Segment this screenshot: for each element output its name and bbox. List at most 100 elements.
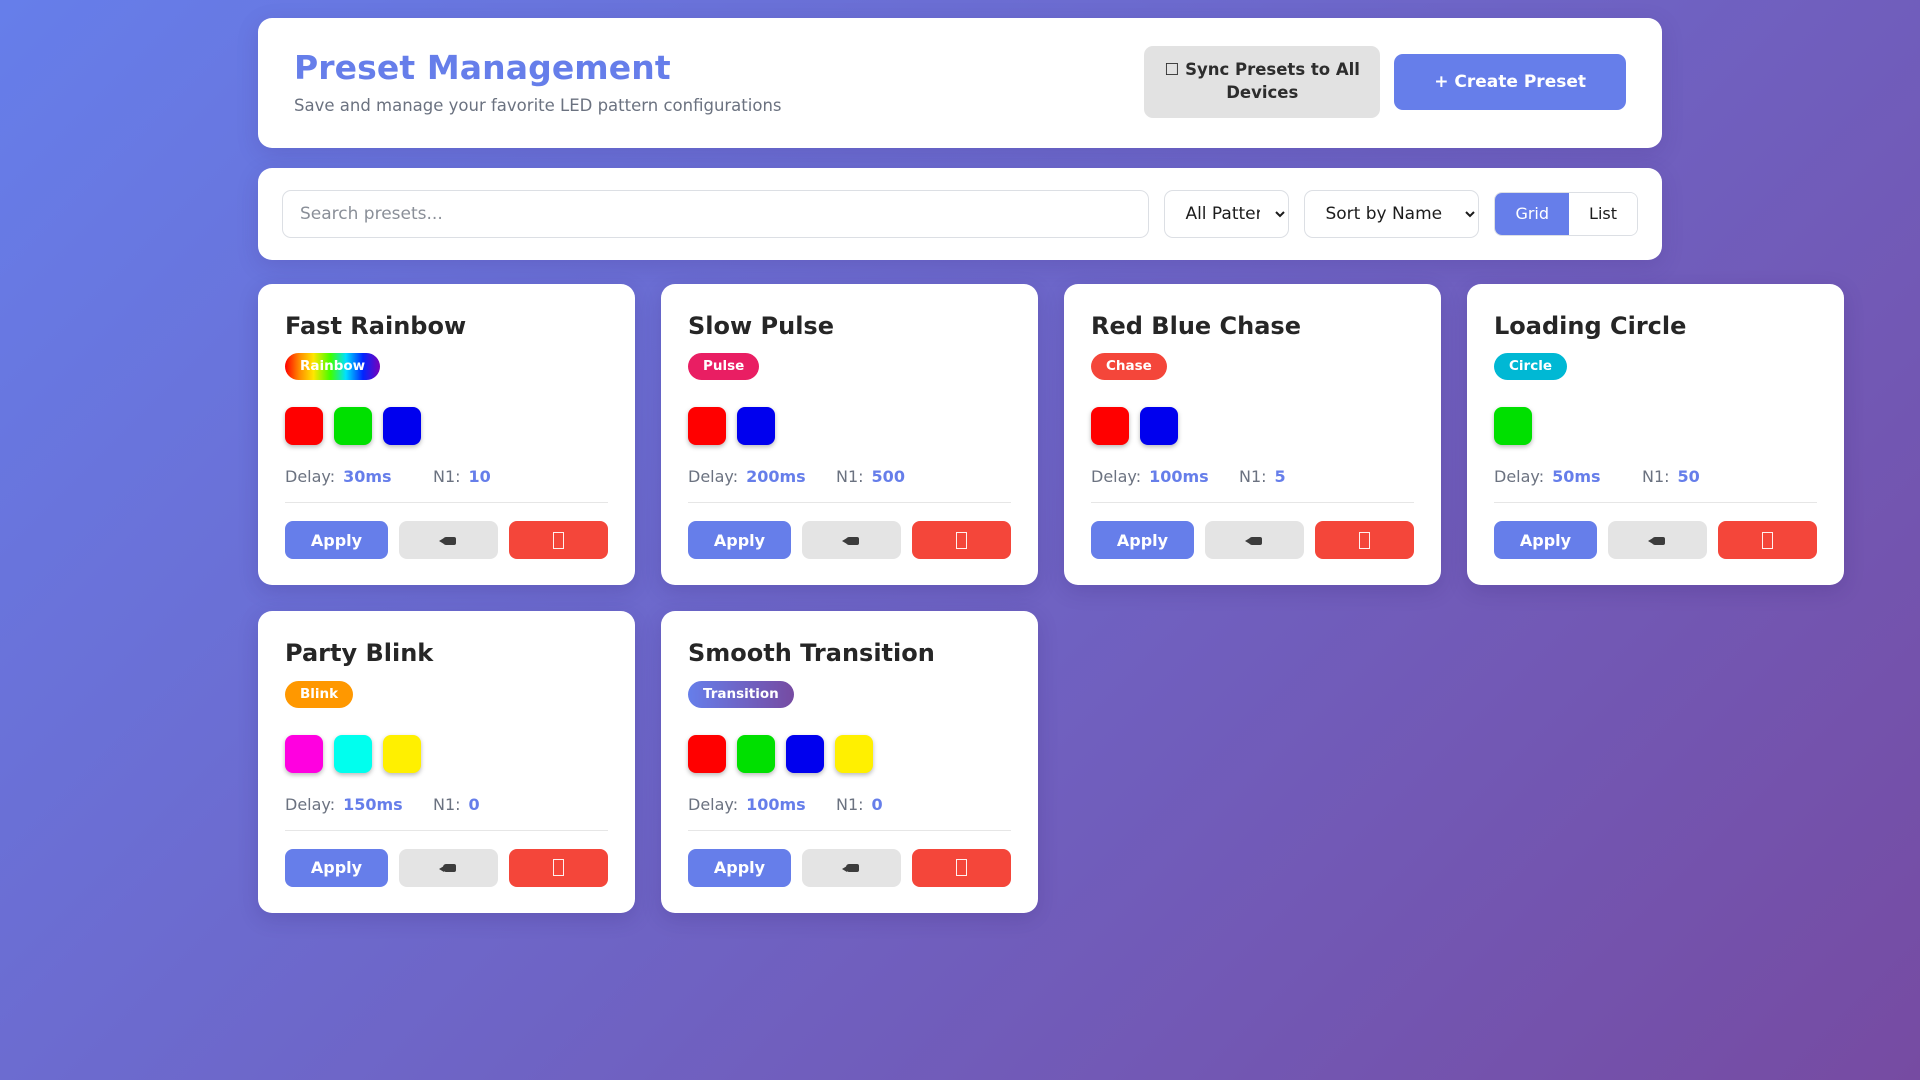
preset-card: Smooth Transition Transition Delay: 100ms N1…: [661, 611, 1038, 913]
n1-param: N1: 0: [433, 795, 480, 814]
delay-param: Delay: 100ms: [688, 795, 836, 814]
color-swatch-list: [1494, 407, 1817, 446]
color-swatch-list: [1091, 407, 1414, 446]
search-input[interactable]: [282, 189, 1150, 238]
pattern-filter-select[interactable]: All Patterns: [1164, 189, 1290, 238]
color-swatch: [688, 407, 726, 446]
card-divider: [1494, 502, 1817, 504]
card-divider: [688, 829, 1011, 831]
color-swatch-list: [285, 734, 608, 773]
page-subtitle: Save and manage your favorite LED patter…: [294, 95, 782, 115]
apply-button[interactable]: Apply: [285, 848, 388, 887]
preset-card: Fast Rainbow Rainbow Delay: 30ms N1: 10 Apply: [258, 283, 635, 586]
n1-value: 0: [871, 794, 883, 814]
edit-preset-button[interactable]: [399, 521, 498, 560]
delay-label: Delay:: [285, 794, 336, 814]
delay-value: 30ms: [343, 467, 392, 487]
delay-param: Delay: 30ms: [285, 467, 433, 486]
apply-button[interactable]: Apply: [688, 848, 791, 887]
n1-label: N1:: [433, 794, 461, 814]
delete-preset-button[interactable]: [509, 521, 608, 560]
edit-preset-button[interactable]: [802, 521, 901, 560]
trash-icon: [553, 531, 564, 549]
delete-preset-button[interactable]: [1315, 521, 1414, 560]
preset-cards-grid: Fast Rainbow Rainbow Delay: 30ms N1: 10 Apply S…: [258, 283, 1844, 913]
header-text-block: Preset Management Save and manage your f…: [294, 48, 782, 115]
delay-label: Delay:: [1494, 467, 1545, 487]
delay-param: Delay: 50ms: [1494, 467, 1642, 486]
preset-params: Delay: 100ms N1: 5: [1091, 467, 1414, 486]
preset-card: Slow Pulse Pulse Delay: 200ms N1: 500 Apply: [661, 283, 1038, 586]
n1-label: N1:: [836, 794, 864, 814]
view-grid-button[interactable]: Grid: [1495, 192, 1570, 235]
delete-preset-button[interactable]: [1718, 521, 1817, 560]
delete-preset-button[interactable]: [912, 848, 1011, 887]
sync-presets-button[interactable]: ☐ Sync Presets to All Devices: [1144, 46, 1381, 118]
color-swatch: [285, 407, 323, 446]
delay-value: 50ms: [1552, 467, 1601, 487]
color-swatch: [1494, 407, 1532, 446]
n1-value: 10: [468, 467, 491, 487]
view-toggle: Grid List: [1494, 191, 1638, 236]
apply-button[interactable]: Apply: [688, 521, 791, 560]
preset-params: Delay: 150ms N1: 0: [285, 795, 608, 814]
color-swatch: [737, 407, 775, 446]
pattern-badge: Transition: [688, 681, 794, 708]
pencil-icon: [438, 862, 459, 873]
delay-label: Delay:: [688, 794, 739, 814]
color-swatch: [688, 734, 726, 773]
edit-preset-button[interactable]: [1608, 521, 1707, 560]
delay-param: Delay: 100ms: [1091, 467, 1239, 486]
preset-name: Loading Circle: [1494, 311, 1687, 340]
color-swatch: [285, 734, 323, 773]
n1-label: N1:: [1642, 467, 1670, 487]
delay-param: Delay: 200ms: [688, 467, 836, 486]
page-root: Preset Management Save and manage your f…: [0, 18, 1920, 913]
preset-params: Delay: 100ms N1: 0: [688, 795, 1011, 814]
card-actions: Apply: [285, 521, 608, 560]
delete-preset-button[interactable]: [509, 848, 608, 887]
view-list-button[interactable]: List: [1569, 192, 1637, 235]
preset-name: Smooth Transition: [688, 639, 935, 668]
n1-label: N1:: [836, 467, 864, 487]
delete-preset-button[interactable]: [912, 521, 1011, 560]
create-preset-button[interactable]: + Create Preset: [1394, 53, 1626, 110]
sort-select[interactable]: Sort by Name: [1304, 189, 1480, 238]
pattern-badge: Blink: [285, 681, 354, 708]
color-swatch: [383, 734, 421, 773]
preset-params: Delay: 30ms N1: 10: [285, 467, 608, 486]
color-swatch-list: [688, 734, 1011, 773]
card-actions: Apply: [688, 521, 1011, 560]
trash-icon: [956, 859, 967, 877]
n1-param: N1: 10: [433, 467, 491, 486]
delay-value: 100ms: [1149, 467, 1209, 487]
header-actions: ☐ Sync Presets to All Devices + Create P…: [1144, 46, 1626, 118]
filter-toolbar: All Patterns Sort by Name Grid List: [258, 167, 1662, 260]
edit-preset-button[interactable]: [399, 848, 498, 887]
delay-value: 150ms: [343, 794, 403, 814]
pattern-badge: Pulse: [688, 353, 760, 381]
card-actions: Apply: [1494, 521, 1817, 560]
n1-label: N1:: [1239, 467, 1267, 487]
color-swatch: [737, 734, 775, 773]
preset-name: Red Blue Chase: [1091, 311, 1301, 340]
n1-param: N1: 500: [836, 467, 905, 486]
delay-label: Delay:: [688, 467, 739, 487]
card-divider: [1091, 502, 1414, 504]
pencil-icon: [438, 535, 459, 546]
trash-icon: [1762, 531, 1773, 549]
preset-card: Party Blink Blink Delay: 150ms N1: 0 Apply: [258, 611, 635, 913]
apply-button[interactable]: Apply: [285, 521, 388, 560]
delay-value: 200ms: [746, 467, 806, 487]
pattern-badge: Circle: [1494, 353, 1567, 381]
apply-button[interactable]: Apply: [1494, 521, 1597, 560]
n1-value: 0: [468, 794, 480, 814]
edit-preset-button[interactable]: [802, 848, 901, 887]
preset-name: Party Blink: [285, 639, 434, 668]
color-swatch-list: [688, 407, 1011, 446]
pattern-badge: Rainbow: [285, 353, 381, 381]
color-swatch-list: [285, 407, 608, 446]
apply-button[interactable]: Apply: [1091, 521, 1194, 560]
color-swatch: [835, 734, 873, 773]
edit-preset-button[interactable]: [1205, 521, 1304, 560]
